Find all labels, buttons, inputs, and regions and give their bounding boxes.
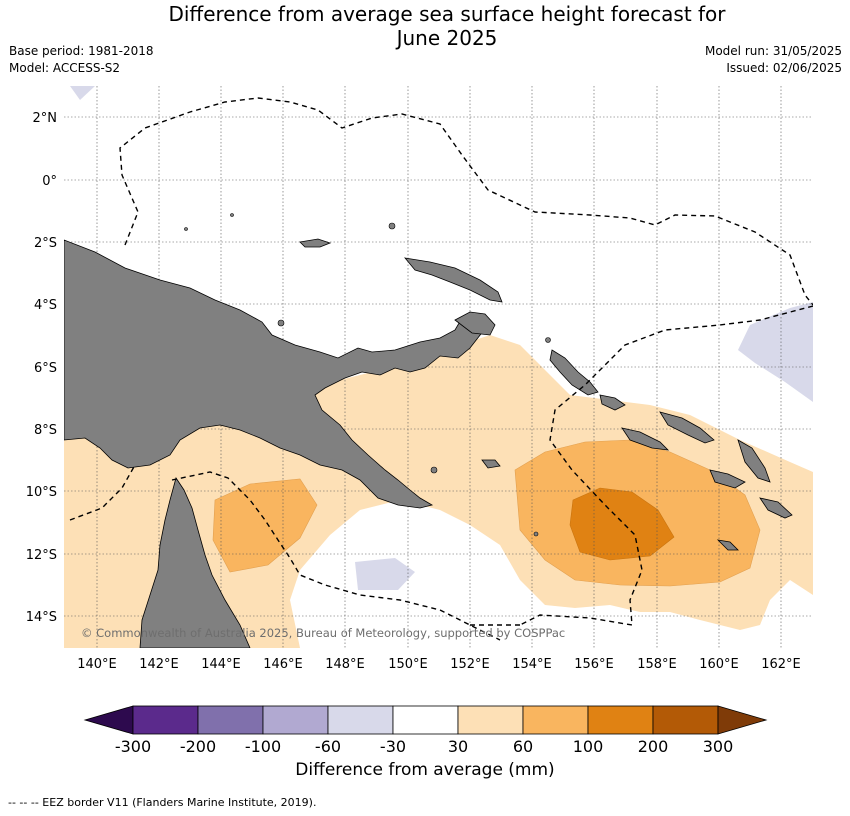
lon-label: 148°E	[325, 657, 365, 672]
colorbar-ticks: -300 -200 -100 -60 -30 30 60 100 200 300	[115, 737, 733, 756]
lat-labels: 2°N 0° 2°S 4°S 6°S 8°S 10°S 12°S 14°S	[26, 111, 57, 625]
land-new-britain	[404, 257, 503, 303]
model-name: Model: ACCESS-S2	[9, 61, 121, 75]
colorbar-tick: -100	[245, 737, 281, 756]
lon-label: 160°E	[699, 657, 739, 672]
anomaly-60-100-region-west	[212, 478, 318, 573]
land-solomon-6	[759, 497, 793, 519]
lon-labels: 140°E 142°E 144°E 146°E 148°E 150°E 152°…	[77, 657, 801, 672]
colorbar-title: Difference from average (mm)	[295, 760, 555, 780]
lon-label: 142°E	[139, 657, 179, 672]
title-line-2: June 2025	[396, 26, 498, 50]
negative-anomaly-south	[355, 558, 415, 590]
lon-label: 150°E	[388, 657, 428, 672]
colorbar-segment	[262, 705, 329, 735]
land-louisiade	[481, 459, 501, 469]
colorbar-segment	[652, 705, 719, 735]
land-australia	[139, 477, 251, 648]
land-small-island	[716, 539, 739, 551]
colorbar-tick: -60	[315, 737, 341, 756]
lat-label: 10°S	[26, 485, 57, 500]
colorbar-tick: 200	[638, 737, 669, 756]
land-new-britain-2	[454, 311, 496, 336]
small-islands	[184, 213, 551, 537]
title-line-1: Difference from average sea surface heig…	[168, 2, 726, 26]
colorbar-segment	[587, 705, 654, 735]
land-solomon-4	[737, 439, 771, 483]
lon-label: 154°E	[512, 657, 552, 672]
lat-label: 6°S	[34, 361, 57, 376]
map-title: Difference from average sea surface heig…	[0, 2, 850, 50]
colorbar-tick: 300	[703, 737, 734, 756]
colorbar-tick: 100	[573, 737, 604, 756]
colorbar-tick: -30	[380, 737, 406, 756]
colorbar-tick: 60	[513, 737, 533, 756]
land-solomon-5	[709, 469, 746, 489]
anomaly-100-200-region	[569, 487, 675, 561]
land-solomon-1	[599, 394, 626, 411]
colorbar-segment	[197, 705, 264, 735]
colorbar-tick: -300	[115, 737, 151, 756]
eez-borders	[69, 97, 813, 641]
issued-date: Issued: 02/06/2025	[726, 61, 842, 75]
lat-label: 2°N	[33, 111, 58, 126]
lon-label: 158°E	[637, 657, 677, 672]
negative-anomaly-north	[70, 86, 95, 100]
lon-label: 146°E	[263, 657, 303, 672]
meta-left: Base period: 1981-2018 Model: ACCESS-S2	[9, 43, 154, 77]
lat-label: 4°S	[34, 298, 57, 313]
map-area: © Commonwealth of Australia 2025, Bureau…	[64, 86, 813, 648]
colorbar-segment	[392, 705, 459, 735]
colorbar-segment	[457, 705, 524, 735]
model-run: Model run: 31/05/2025	[704, 44, 842, 58]
colorbar-extend-high	[717, 705, 768, 735]
land-bougainville	[549, 349, 599, 396]
base-period: Base period: 1981-2018	[9, 44, 154, 58]
lon-label: 152°E	[450, 657, 490, 672]
colorbar-extend-low	[83, 705, 134, 735]
copyright-text: © Commonwealth of Australia 2025, Bureau…	[81, 626, 565, 640]
lat-label: 8°S	[34, 423, 57, 438]
lat-label: 12°S	[26, 548, 57, 563]
colorbar-tick: -200	[180, 737, 216, 756]
lon-label: 162°E	[761, 657, 801, 672]
land-solomon-2	[659, 411, 715, 444]
colorbar-tick: 30	[448, 737, 468, 756]
colorbar-segment	[132, 705, 199, 735]
lat-label: 14°S	[26, 610, 57, 625]
colorbar	[83, 705, 768, 735]
land-new-guinea	[64, 239, 485, 509]
eez-footer-note: -- -- -- EEZ border V11 (Flanders Marine…	[8, 796, 317, 809]
negative-anomaly-east	[738, 302, 813, 402]
lat-label: 0°	[42, 174, 57, 189]
lat-label: 2°S	[34, 236, 57, 251]
land-new-hanover	[299, 238, 332, 248]
lon-label: 156°E	[574, 657, 614, 672]
lon-label: 144°E	[201, 657, 241, 672]
meta-right: Model run: 31/05/2025 Issued: 02/06/2025	[705, 43, 842, 77]
colorbar-segment	[522, 705, 589, 735]
lon-label: 140°E	[77, 657, 117, 672]
land-solomon-3	[621, 427, 670, 451]
colorbar-segment	[327, 705, 394, 735]
